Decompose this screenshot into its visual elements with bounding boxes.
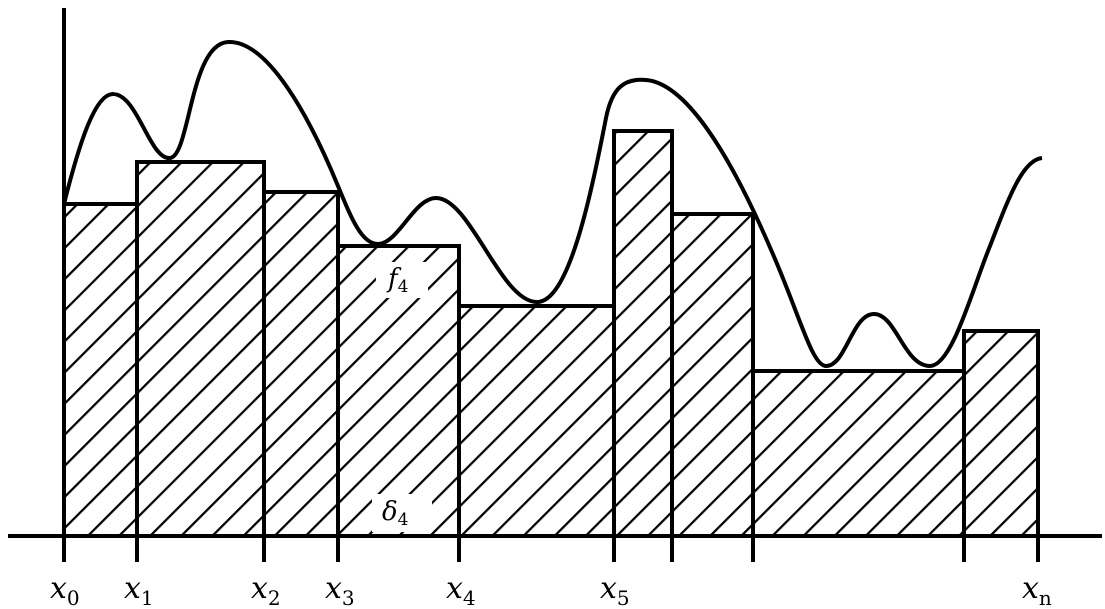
label-x0: x0 [50, 571, 80, 609]
label-x4: x4 [446, 571, 476, 609]
bars [62, 129, 1040, 538]
bar-2 [135, 160, 266, 538]
bar-6 [612, 129, 674, 538]
label-x1: x1 [124, 571, 154, 609]
bar-5 [457, 304, 616, 538]
bar-1 [62, 202, 139, 538]
delta-label-background [372, 494, 432, 532]
bar-3 [262, 190, 340, 538]
bar-9 [962, 329, 1040, 538]
f-label-background [376, 262, 428, 298]
label-xn: xn [1022, 571, 1052, 609]
label-x3: x3 [325, 571, 355, 609]
label-x2: x2 [251, 571, 281, 609]
bar-8 [751, 369, 966, 538]
function-curve [62, 39, 1043, 369]
delta-label: δ4 [382, 497, 408, 530]
x-tick-labels: x0 x1 x2 x3 x4 x5 xn [50, 571, 1052, 609]
label-x5: x5 [600, 571, 630, 609]
bar-7 [670, 212, 755, 538]
tick-marks [62, 536, 1040, 562]
